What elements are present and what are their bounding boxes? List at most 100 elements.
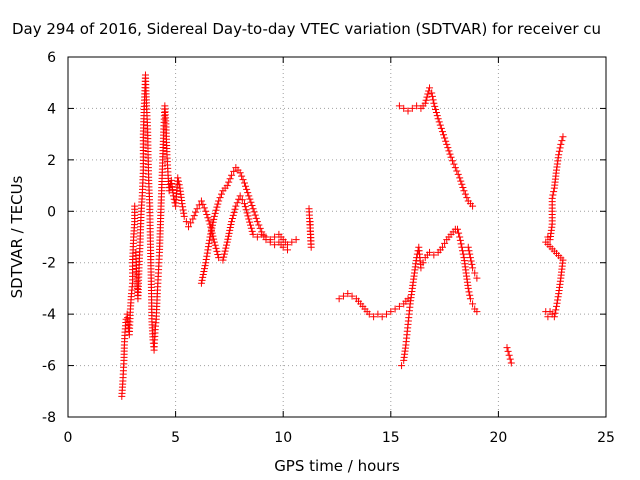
data-point: [544, 313, 552, 321]
data-point: [232, 202, 240, 210]
data-point: [208, 221, 216, 229]
data-point: [433, 112, 441, 120]
data-point: [210, 212, 218, 220]
data-point: [223, 241, 231, 249]
data-point: [122, 315, 130, 323]
data-point: [335, 295, 343, 303]
data-point: [203, 252, 211, 260]
data-point: [199, 200, 207, 208]
data-point: [549, 191, 557, 199]
data-point: [200, 265, 208, 273]
data-point: [203, 211, 211, 218]
data-point: [214, 250, 222, 258]
data-point: [202, 259, 210, 267]
data-point: [249, 205, 257, 213]
y-tick-label: -8: [42, 410, 56, 426]
data-point: [431, 102, 439, 110]
data-point: [201, 262, 209, 270]
data-point: [448, 157, 456, 165]
data-point: [551, 309, 559, 317]
data-point: [228, 218, 236, 226]
data-point: [210, 235, 218, 243]
data-point: [179, 206, 187, 214]
data-point: [465, 247, 473, 255]
data-point: [460, 187, 468, 195]
data-point: [436, 121, 444, 129]
data-point: [456, 233, 464, 241]
data-point: [209, 218, 217, 226]
data-points: [118, 71, 567, 400]
data-point: [190, 212, 198, 220]
data-point: [246, 218, 254, 226]
data-point: [374, 310, 382, 318]
data-point: [220, 250, 228, 258]
data-point: [398, 362, 406, 370]
data-point: [233, 199, 241, 207]
data-point: [550, 188, 558, 196]
data-point: [238, 196, 246, 204]
data-point: [558, 137, 566, 145]
data-point: [174, 177, 182, 185]
data-point: [253, 233, 261, 241]
plot-frame: [67, 56, 607, 418]
data-point: [202, 207, 210, 215]
data-point: [212, 244, 220, 252]
data-point: [469, 300, 477, 308]
data-point: [505, 351, 513, 359]
data-point: [202, 256, 210, 263]
data-point: [344, 290, 352, 298]
data-point: [249, 230, 257, 238]
data-point: [553, 302, 561, 310]
data-point: [229, 211, 237, 219]
data-point: [443, 140, 451, 148]
data-point: [236, 169, 244, 177]
data-point: [207, 230, 215, 238]
data-point: [456, 236, 464, 244]
data-point: [557, 140, 565, 148]
data-point: [240, 179, 248, 187]
data-point: [554, 296, 562, 304]
data-point: [214, 200, 222, 208]
data-point: [245, 192, 253, 200]
data-point: [197, 197, 205, 205]
data-point: [260, 232, 268, 240]
data-point: [238, 172, 246, 180]
data-point: [180, 209, 188, 217]
data-point: [175, 181, 183, 189]
data-point: [453, 167, 461, 175]
data-point: [435, 118, 443, 126]
data-point: [471, 269, 479, 277]
data-point: [231, 205, 239, 213]
data-point: [459, 184, 467, 191]
data-point: [457, 240, 465, 248]
data-point: [258, 228, 266, 236]
data-point: [456, 174, 464, 182]
data-point: [256, 224, 264, 232]
data-point: [503, 344, 511, 352]
data-point: [445, 147, 453, 155]
y-tick-label: -2: [42, 256, 56, 272]
data-point: [252, 214, 260, 222]
data-point: [446, 150, 454, 158]
data-point: [458, 180, 466, 188]
data-point: [506, 355, 514, 363]
y-tick-label: 6: [47, 50, 56, 66]
data-point: [469, 202, 477, 210]
data-point: [220, 253, 228, 261]
data-point: [230, 208, 238, 216]
data-point: [466, 291, 474, 299]
data-point: [200, 268, 208, 276]
data-point: [464, 243, 472, 251]
data-point: [242, 182, 250, 190]
data-point: [467, 257, 475, 265]
data-point: [205, 236, 213, 244]
data-point: [266, 238, 274, 246]
data-point: [199, 273, 207, 281]
data-point: [556, 144, 564, 152]
data-point: [459, 247, 467, 255]
data-point: [395, 302, 403, 310]
data-point: [225, 229, 233, 237]
data-point: [174, 174, 182, 182]
data-point: [205, 239, 213, 247]
data-point: [246, 221, 254, 229]
